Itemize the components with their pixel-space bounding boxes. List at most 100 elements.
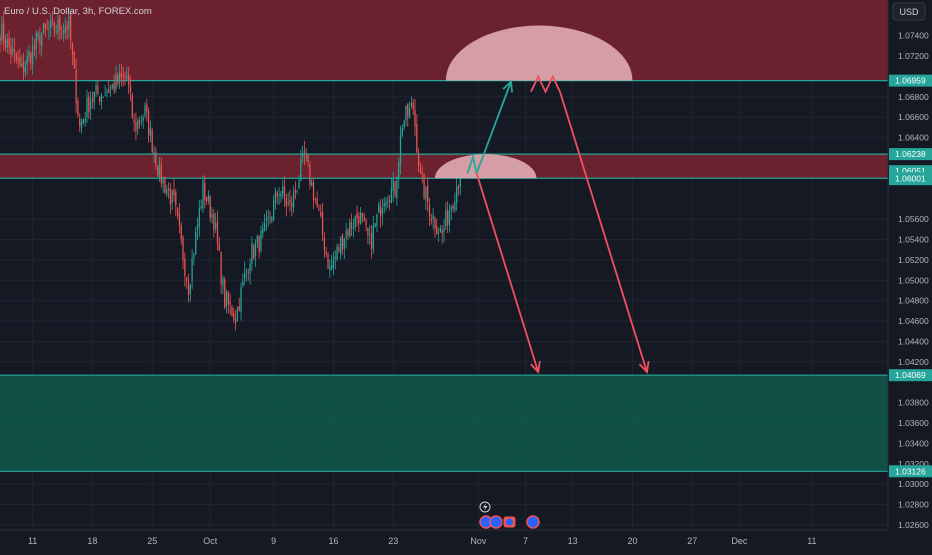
candle-body[interactable] (187, 280, 190, 295)
candle-body[interactable] (457, 185, 460, 189)
candle-body[interactable] (162, 177, 164, 184)
candle-body[interactable] (448, 210, 451, 225)
bearish-arrow[interactable] (559, 91, 648, 373)
candle-body[interactable] (370, 233, 373, 249)
candle-body[interactable] (191, 258, 193, 282)
candle-body[interactable] (369, 234, 371, 236)
candle-body[interactable] (394, 181, 396, 196)
candle-body[interactable] (456, 187, 458, 204)
candle-body[interactable] (79, 118, 81, 127)
candle-body[interactable] (238, 306, 240, 311)
candle-body[interactable] (12, 48, 14, 53)
candle-body[interactable] (331, 265, 333, 270)
candle-body[interactable] (220, 251, 222, 285)
candle-body[interactable] (122, 75, 124, 77)
candle-body[interactable] (175, 192, 177, 206)
candle-body[interactable] (365, 220, 367, 226)
candlesticks[interactable] (0, 7, 461, 331)
candle-body[interactable] (135, 121, 137, 131)
candle-body[interactable] (21, 64, 23, 67)
candle-body[interactable] (398, 162, 400, 180)
candle-body[interactable] (213, 214, 215, 231)
candle-body[interactable] (178, 213, 181, 226)
candle-body[interactable] (383, 203, 385, 207)
candle-body[interactable] (263, 223, 266, 232)
candle-body[interactable] (437, 232, 440, 234)
candle-body[interactable] (262, 228, 264, 234)
candle-body[interactable] (140, 121, 142, 122)
candle-body[interactable] (336, 246, 338, 260)
candle-body[interactable] (89, 99, 92, 110)
candle-body[interactable] (410, 103, 413, 106)
candle-body[interactable] (205, 197, 208, 202)
candle-body[interactable] (347, 229, 349, 236)
candle-body[interactable] (46, 27, 48, 29)
candle-body[interactable] (323, 236, 326, 251)
candle-body[interactable] (260, 230, 262, 251)
candle-body[interactable] (28, 52, 30, 58)
candle-body[interactable] (363, 217, 365, 221)
candle-body[interactable] (385, 201, 387, 206)
candle-body[interactable] (126, 76, 128, 79)
candle-body[interactable] (419, 168, 422, 172)
candle-body[interactable] (53, 21, 56, 31)
candle-body[interactable] (309, 164, 311, 186)
candle-body[interactable] (182, 237, 184, 260)
candle-body[interactable] (104, 94, 106, 96)
candle-body[interactable] (100, 95, 103, 103)
candle-body[interactable] (138, 120, 141, 124)
candle-body[interactable] (39, 35, 41, 45)
candle-body[interactable] (289, 200, 291, 204)
candle-body[interactable] (211, 214, 213, 218)
candle-body[interactable] (441, 230, 443, 234)
candle-body[interactable] (115, 74, 117, 90)
candle-body[interactable] (436, 226, 438, 234)
candle-body[interactable] (50, 20, 52, 29)
candle-body[interactable] (329, 266, 331, 271)
candle-body[interactable] (227, 291, 229, 305)
candle-body[interactable] (296, 190, 298, 192)
candle-body[interactable] (189, 284, 191, 294)
candle-body[interactable] (273, 200, 275, 220)
candle-body[interactable] (229, 301, 231, 305)
candle-body[interactable] (367, 227, 369, 236)
candle-body[interactable] (249, 263, 251, 274)
candle-body[interactable] (173, 189, 175, 196)
candle-body[interactable] (59, 17, 61, 31)
candle-body[interactable] (234, 319, 237, 323)
candle-body[interactable] (452, 205, 454, 209)
candle-body[interactable] (113, 82, 115, 92)
candle-body[interactable] (147, 110, 150, 137)
candle-body[interactable] (31, 45, 34, 66)
candle-body[interactable] (267, 217, 269, 218)
candle-body[interactable] (311, 181, 313, 187)
candle-body[interactable] (302, 153, 304, 158)
candle-body[interactable] (218, 243, 220, 251)
candle-body[interactable] (158, 162, 161, 178)
candle-body[interactable] (95, 85, 97, 91)
candle-body[interactable] (245, 270, 248, 272)
candle-body[interactable] (421, 172, 423, 174)
candle-body[interactable] (41, 34, 43, 47)
candle-body[interactable] (291, 203, 293, 207)
candle-body[interactable] (450, 207, 452, 211)
candle-body[interactable] (142, 117, 144, 122)
economic-event-icon[interactable] (489, 515, 503, 529)
candle-body[interactable] (128, 74, 130, 85)
candle-body[interactable] (258, 235, 260, 253)
candle-body[interactable] (358, 216, 360, 224)
candle-body[interactable] (77, 100, 79, 116)
candle-body[interactable] (399, 134, 402, 165)
candle-body[interactable] (320, 211, 322, 216)
candle-body[interactable] (80, 122, 83, 129)
candle-body[interactable] (332, 259, 335, 268)
candle-body[interactable] (416, 123, 418, 153)
candle-body[interactable] (19, 57, 21, 65)
candle-body[interactable] (17, 57, 19, 61)
candle-body[interactable] (280, 194, 282, 197)
economic-event-icon[interactable] (526, 515, 540, 529)
candle-body[interactable] (97, 86, 99, 94)
candle-body[interactable] (30, 53, 32, 64)
bearish-arrow[interactable] (475, 173, 540, 373)
